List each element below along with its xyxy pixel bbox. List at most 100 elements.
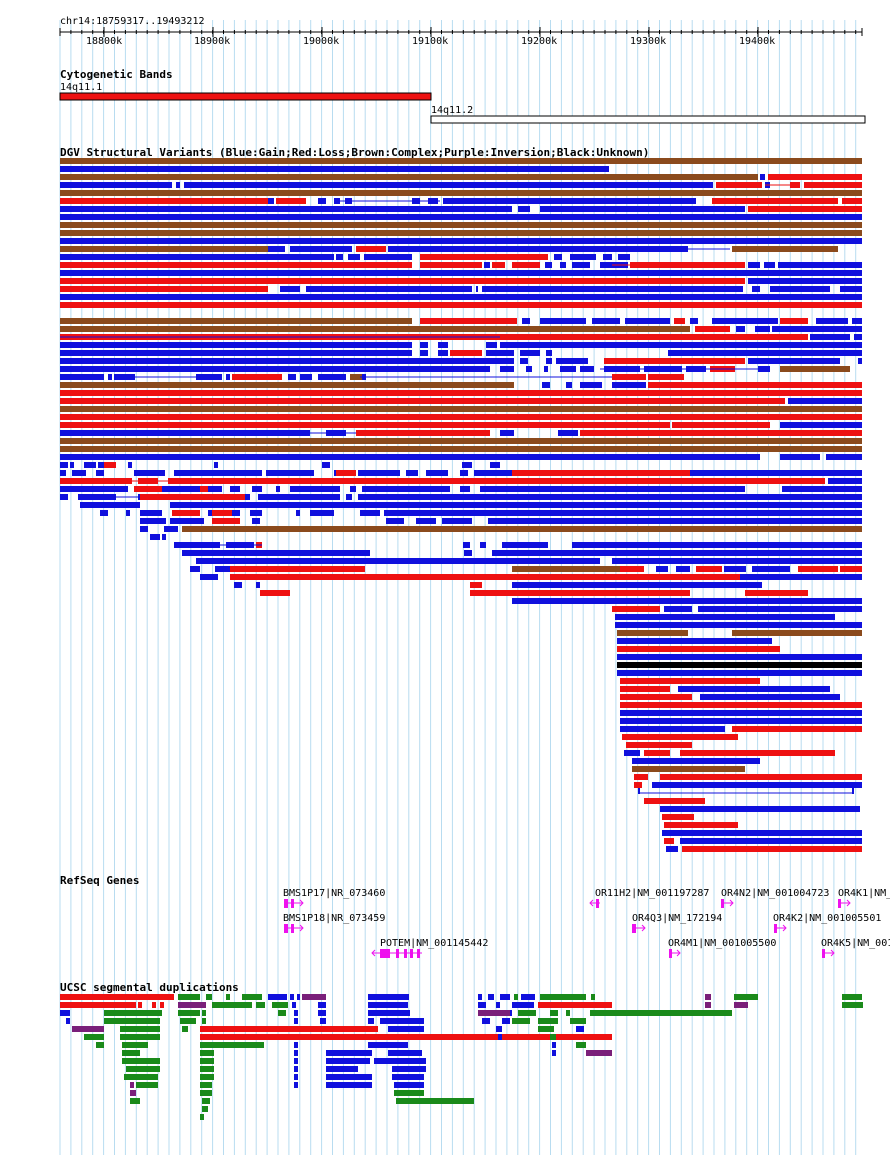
segdup-feature[interactable] bbox=[368, 1042, 408, 1048]
dgv-variant[interactable] bbox=[384, 510, 408, 516]
segdup-feature[interactable] bbox=[512, 1002, 534, 1008]
dgv-variant[interactable] bbox=[60, 206, 512, 212]
dgv-variant[interactable] bbox=[858, 358, 862, 364]
segdup-feature[interactable] bbox=[130, 1090, 136, 1096]
segdup-feature[interactable] bbox=[200, 1050, 214, 1056]
segdup-feature[interactable] bbox=[202, 1106, 208, 1112]
dgv-variant[interactable] bbox=[664, 838, 674, 844]
dgv-variant[interactable] bbox=[810, 334, 850, 340]
segdup-feature[interactable] bbox=[538, 1002, 612, 1008]
dgv-variant[interactable] bbox=[252, 518, 260, 524]
dgv-variant[interactable] bbox=[80, 502, 140, 508]
dgv-variant[interactable] bbox=[150, 534, 160, 540]
segdup-feature[interactable] bbox=[202, 1018, 206, 1024]
dgv-variant[interactable] bbox=[480, 542, 486, 548]
dgv-variant[interactable] bbox=[612, 566, 644, 572]
dgv-variant[interactable] bbox=[520, 350, 540, 356]
segdup-feature[interactable] bbox=[394, 1090, 424, 1096]
segdup-feature[interactable] bbox=[130, 1082, 134, 1088]
segdup-feature[interactable] bbox=[538, 1018, 558, 1024]
dgv-variant[interactable] bbox=[512, 582, 762, 588]
segdup-feature[interactable] bbox=[202, 1010, 206, 1016]
segdup-feature[interactable] bbox=[396, 1098, 474, 1104]
dgv-variant[interactable] bbox=[518, 206, 530, 212]
segdup-feature[interactable] bbox=[200, 1090, 212, 1096]
dgv-variant[interactable] bbox=[556, 358, 588, 364]
gene-exon[interactable] bbox=[774, 924, 777, 933]
refseq-track[interactable]: RefSeq Genes BMS1P17|NR_073460 BMS1P18|N… bbox=[60, 874, 890, 958]
dgv-variant[interactable] bbox=[732, 246, 838, 252]
segdup-feature[interactable] bbox=[496, 1002, 500, 1008]
dgv-variant[interactable] bbox=[346, 494, 352, 500]
dgv-variant[interactable] bbox=[134, 486, 162, 492]
dgv-variant[interactable] bbox=[60, 278, 745, 284]
dgv-variant[interactable] bbox=[674, 318, 685, 324]
dgv-variant[interactable] bbox=[772, 326, 862, 332]
dgv-variant[interactable] bbox=[603, 254, 612, 260]
dgv-variant[interactable] bbox=[816, 318, 848, 324]
dgv-variant[interactable] bbox=[140, 518, 166, 524]
dgv-variant[interactable] bbox=[156, 486, 200, 492]
dgv-variant[interactable] bbox=[60, 454, 760, 460]
segdup-feature[interactable] bbox=[294, 1066, 298, 1072]
dgv-variant[interactable] bbox=[420, 318, 517, 324]
dgv-variant[interactable] bbox=[625, 318, 670, 324]
dgv-variant[interactable] bbox=[540, 206, 745, 212]
segdup-feature[interactable] bbox=[496, 1026, 502, 1032]
dgv-variant[interactable] bbox=[318, 198, 326, 204]
dgv-variant[interactable] bbox=[752, 566, 790, 572]
dgv-variant[interactable] bbox=[215, 566, 240, 572]
dgv-variant[interactable] bbox=[842, 198, 862, 204]
dgv-variant[interactable] bbox=[768, 174, 862, 180]
dgv-variant[interactable] bbox=[140, 494, 245, 500]
dgv-variant[interactable] bbox=[60, 174, 758, 180]
dgv-variant[interactable] bbox=[362, 486, 450, 492]
gene-exon[interactable] bbox=[410, 949, 413, 958]
segdup-feature[interactable] bbox=[478, 1010, 510, 1016]
dgv-variant[interactable] bbox=[748, 262, 760, 268]
dgv-variant[interactable] bbox=[634, 782, 642, 788]
dgv-variant[interactable] bbox=[698, 606, 862, 612]
dgv-variant[interactable] bbox=[522, 318, 530, 324]
dgv-variant[interactable] bbox=[644, 798, 705, 804]
segdup-feature[interactable] bbox=[200, 1082, 212, 1088]
segdup-feature[interactable] bbox=[122, 1058, 160, 1064]
dgv-variant[interactable] bbox=[164, 526, 178, 532]
gene-exon[interactable] bbox=[291, 899, 294, 908]
segdup-feature[interactable] bbox=[478, 994, 482, 1000]
segdup-feature[interactable] bbox=[326, 1074, 372, 1080]
segdup-feature[interactable] bbox=[478, 1002, 486, 1008]
dgv-variant[interactable] bbox=[680, 838, 862, 844]
dgv-variant[interactable] bbox=[748, 206, 862, 212]
segdup-feature[interactable] bbox=[590, 1010, 732, 1016]
dgv-variant[interactable] bbox=[200, 486, 208, 492]
dgv-variant[interactable] bbox=[70, 462, 74, 468]
dgv-variant[interactable] bbox=[840, 286, 862, 292]
segdup-feature[interactable] bbox=[552, 1050, 556, 1056]
segdup-feature[interactable] bbox=[302, 994, 326, 1000]
dgv-variant[interactable] bbox=[420, 350, 428, 356]
dgv-variant[interactable] bbox=[60, 166, 609, 172]
segdup-feature[interactable] bbox=[130, 1098, 140, 1104]
dgv-variant[interactable] bbox=[386, 518, 404, 524]
segdup-feature[interactable] bbox=[200, 1026, 378, 1032]
segdup-feature[interactable] bbox=[388, 1050, 422, 1056]
gene-strand-arrow[interactable] bbox=[299, 899, 304, 907]
segdup-feature[interactable] bbox=[136, 1082, 158, 1088]
dgv-variant[interactable] bbox=[755, 326, 770, 332]
dgv-variant[interactable] bbox=[558, 430, 578, 436]
dgv-variant[interactable] bbox=[560, 366, 576, 372]
dgv-variant[interactable] bbox=[630, 262, 745, 268]
dgv-variant[interactable] bbox=[620, 678, 760, 684]
segdup-feature[interactable] bbox=[734, 1002, 748, 1008]
dgv-variant[interactable] bbox=[770, 286, 830, 292]
segdup-feature[interactable] bbox=[242, 994, 262, 1000]
dgv-variant[interactable] bbox=[488, 518, 862, 524]
dgv-variant[interactable] bbox=[258, 494, 340, 500]
segdup-feature[interactable] bbox=[290, 994, 294, 1000]
segdup-feature[interactable] bbox=[272, 1002, 288, 1008]
segdup-feature[interactable] bbox=[126, 1066, 160, 1072]
dgv-variant[interactable] bbox=[60, 398, 785, 404]
segdup-feature[interactable] bbox=[842, 1002, 862, 1008]
dgv-variant[interactable] bbox=[492, 262, 505, 268]
